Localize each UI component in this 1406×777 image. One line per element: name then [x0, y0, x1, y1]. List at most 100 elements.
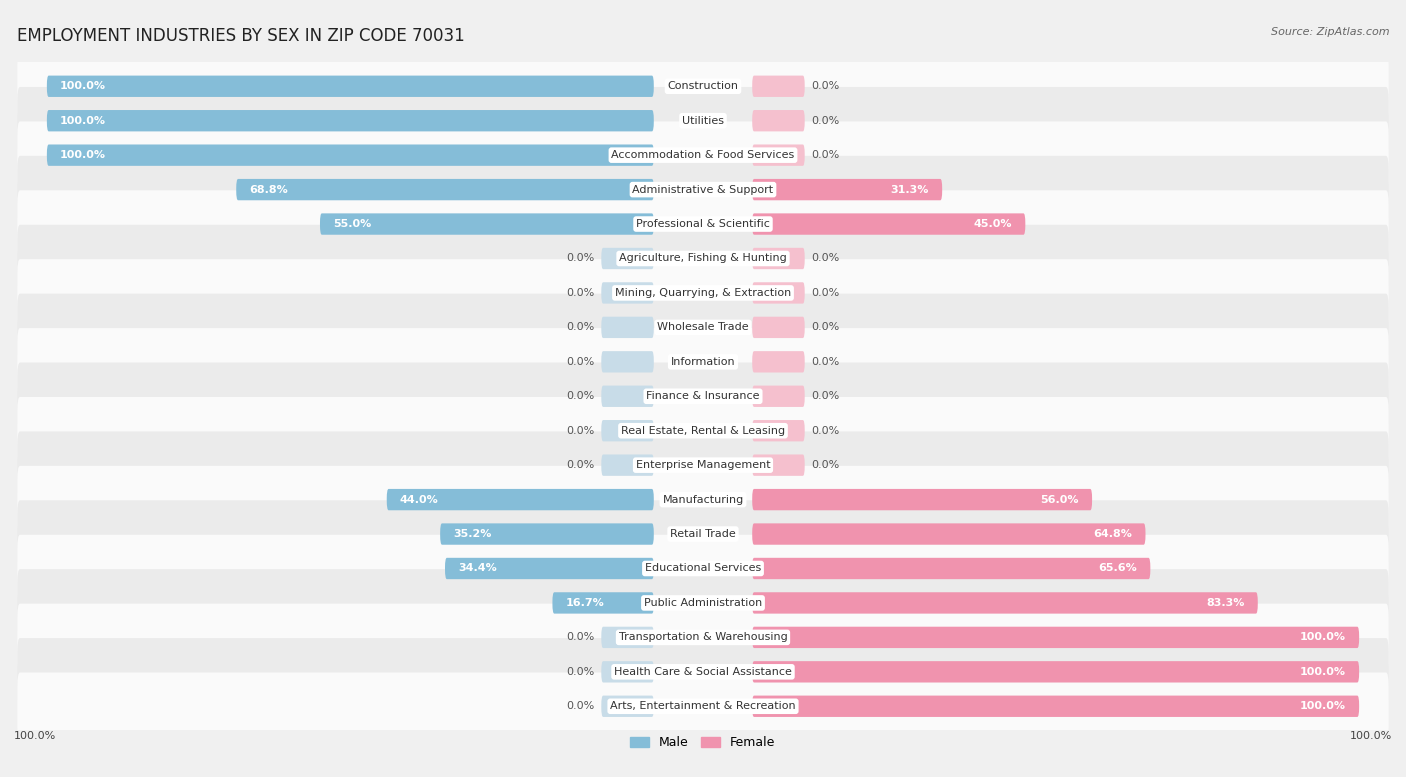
FancyBboxPatch shape: [17, 431, 1389, 499]
Text: Transportation & Warehousing: Transportation & Warehousing: [619, 632, 787, 643]
FancyBboxPatch shape: [752, 110, 804, 131]
FancyBboxPatch shape: [602, 420, 654, 441]
Text: 0.0%: 0.0%: [567, 460, 595, 470]
FancyBboxPatch shape: [321, 214, 654, 235]
Text: Utilities: Utilities: [682, 116, 724, 126]
FancyBboxPatch shape: [752, 558, 1150, 579]
FancyBboxPatch shape: [752, 317, 804, 338]
FancyBboxPatch shape: [17, 570, 1389, 636]
Text: 0.0%: 0.0%: [567, 288, 595, 298]
FancyBboxPatch shape: [752, 214, 1025, 235]
Text: Professional & Scientific: Professional & Scientific: [636, 219, 770, 229]
Text: 100.0%: 100.0%: [1301, 702, 1346, 711]
FancyBboxPatch shape: [446, 558, 654, 579]
Text: 0.0%: 0.0%: [567, 632, 595, 643]
FancyBboxPatch shape: [17, 328, 1389, 395]
Text: 0.0%: 0.0%: [567, 426, 595, 436]
Text: 0.0%: 0.0%: [567, 357, 595, 367]
FancyBboxPatch shape: [46, 110, 654, 131]
Text: 44.0%: 44.0%: [399, 495, 439, 504]
FancyBboxPatch shape: [602, 351, 654, 372]
FancyBboxPatch shape: [752, 75, 804, 97]
FancyBboxPatch shape: [17, 225, 1389, 292]
Text: Health Care & Social Assistance: Health Care & Social Assistance: [614, 667, 792, 677]
Text: Finance & Insurance: Finance & Insurance: [647, 392, 759, 401]
Text: Mining, Quarrying, & Extraction: Mining, Quarrying, & Extraction: [614, 288, 792, 298]
FancyBboxPatch shape: [17, 363, 1389, 430]
Text: 0.0%: 0.0%: [567, 667, 595, 677]
Text: EMPLOYMENT INDUSTRIES BY SEX IN ZIP CODE 70031: EMPLOYMENT INDUSTRIES BY SEX IN ZIP CODE…: [17, 27, 464, 45]
Text: 100.0%: 100.0%: [60, 116, 105, 126]
FancyBboxPatch shape: [752, 455, 804, 476]
Text: Educational Services: Educational Services: [645, 563, 761, 573]
FancyBboxPatch shape: [440, 524, 654, 545]
FancyBboxPatch shape: [752, 282, 804, 304]
Text: Source: ZipAtlas.com: Source: ZipAtlas.com: [1271, 27, 1389, 37]
Text: 35.2%: 35.2%: [453, 529, 492, 539]
FancyBboxPatch shape: [752, 385, 804, 407]
Text: Retail Trade: Retail Trade: [671, 529, 735, 539]
Text: 68.8%: 68.8%: [249, 185, 288, 194]
Text: 0.0%: 0.0%: [811, 322, 839, 333]
Text: 100.0%: 100.0%: [1301, 632, 1346, 643]
FancyBboxPatch shape: [17, 397, 1389, 465]
FancyBboxPatch shape: [236, 179, 654, 200]
FancyBboxPatch shape: [553, 592, 654, 614]
FancyBboxPatch shape: [17, 604, 1389, 671]
FancyBboxPatch shape: [602, 385, 654, 407]
FancyBboxPatch shape: [602, 248, 654, 269]
Text: 31.3%: 31.3%: [890, 185, 929, 194]
Text: 83.3%: 83.3%: [1206, 598, 1244, 608]
FancyBboxPatch shape: [602, 282, 654, 304]
FancyBboxPatch shape: [17, 121, 1389, 189]
Text: 0.0%: 0.0%: [811, 460, 839, 470]
FancyBboxPatch shape: [17, 466, 1389, 533]
FancyBboxPatch shape: [17, 673, 1389, 740]
Text: 56.0%: 56.0%: [1040, 495, 1078, 504]
Text: Arts, Entertainment & Recreation: Arts, Entertainment & Recreation: [610, 702, 796, 711]
FancyBboxPatch shape: [752, 179, 942, 200]
Text: 16.7%: 16.7%: [565, 598, 605, 608]
FancyBboxPatch shape: [752, 695, 1360, 717]
Text: 0.0%: 0.0%: [811, 426, 839, 436]
FancyBboxPatch shape: [752, 592, 1258, 614]
Text: 100.0%: 100.0%: [1301, 667, 1346, 677]
Text: Enterprise Management: Enterprise Management: [636, 460, 770, 470]
FancyBboxPatch shape: [752, 489, 1092, 510]
FancyBboxPatch shape: [752, 248, 804, 269]
Text: 100.0%: 100.0%: [14, 731, 56, 741]
Text: Agriculture, Fishing & Hunting: Agriculture, Fishing & Hunting: [619, 253, 787, 263]
FancyBboxPatch shape: [46, 75, 654, 97]
Text: 0.0%: 0.0%: [567, 702, 595, 711]
FancyBboxPatch shape: [752, 420, 804, 441]
FancyBboxPatch shape: [387, 489, 654, 510]
Text: Public Administration: Public Administration: [644, 598, 762, 608]
FancyBboxPatch shape: [46, 145, 654, 166]
Text: 0.0%: 0.0%: [811, 116, 839, 126]
Text: 0.0%: 0.0%: [567, 392, 595, 401]
Text: 0.0%: 0.0%: [811, 82, 839, 91]
FancyBboxPatch shape: [602, 455, 654, 476]
FancyBboxPatch shape: [752, 145, 804, 166]
Text: 0.0%: 0.0%: [567, 253, 595, 263]
FancyBboxPatch shape: [602, 627, 654, 648]
Text: 100.0%: 100.0%: [60, 82, 105, 91]
Text: 65.6%: 65.6%: [1098, 563, 1137, 573]
FancyBboxPatch shape: [17, 535, 1389, 602]
Text: Wholesale Trade: Wholesale Trade: [657, 322, 749, 333]
Text: 45.0%: 45.0%: [974, 219, 1012, 229]
FancyBboxPatch shape: [602, 661, 654, 682]
FancyBboxPatch shape: [752, 524, 1146, 545]
FancyBboxPatch shape: [17, 260, 1389, 326]
Text: 0.0%: 0.0%: [811, 150, 839, 160]
FancyBboxPatch shape: [602, 695, 654, 717]
Text: Administrative & Support: Administrative & Support: [633, 185, 773, 194]
Legend: Male, Female: Male, Female: [626, 731, 780, 754]
Text: 0.0%: 0.0%: [811, 357, 839, 367]
Text: 0.0%: 0.0%: [811, 253, 839, 263]
Text: Information: Information: [671, 357, 735, 367]
FancyBboxPatch shape: [752, 661, 1360, 682]
Text: Manufacturing: Manufacturing: [662, 495, 744, 504]
FancyBboxPatch shape: [17, 156, 1389, 223]
Text: Real Estate, Rental & Leasing: Real Estate, Rental & Leasing: [621, 426, 785, 436]
